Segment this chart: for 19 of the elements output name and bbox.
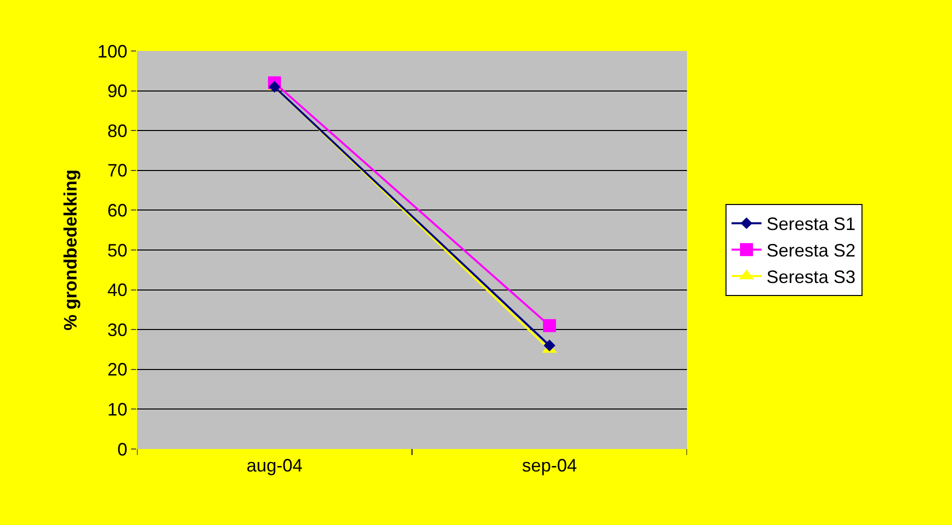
y-tick-label: 100	[97, 41, 128, 62]
y-tick-label: 70	[107, 160, 128, 181]
point	[543, 319, 556, 332]
y-tick-label: 20	[107, 360, 128, 380]
x-tick-label: aug-04	[246, 456, 303, 476]
y-tick-label: 80	[107, 120, 128, 141]
legend-label: Seresta S1	[766, 214, 856, 234]
y-tick-label: 50	[107, 240, 128, 260]
y-axis-title: % grondbedekking	[60, 169, 81, 331]
y-tick-label: 60	[107, 200, 128, 220]
legend-label: Seresta S3	[766, 267, 856, 288]
x-tick-label: sep-04	[522, 456, 578, 476]
y-tick-label: 40	[107, 280, 128, 300]
point	[268, 80, 280, 93]
y-tick-label: 0	[117, 439, 128, 460]
legend-label: Seresta S2	[766, 240, 856, 261]
y-tick-label: 30	[107, 320, 128, 340]
y-tick-label: 10	[107, 400, 128, 420]
y-tick-label: 90	[107, 81, 128, 102]
